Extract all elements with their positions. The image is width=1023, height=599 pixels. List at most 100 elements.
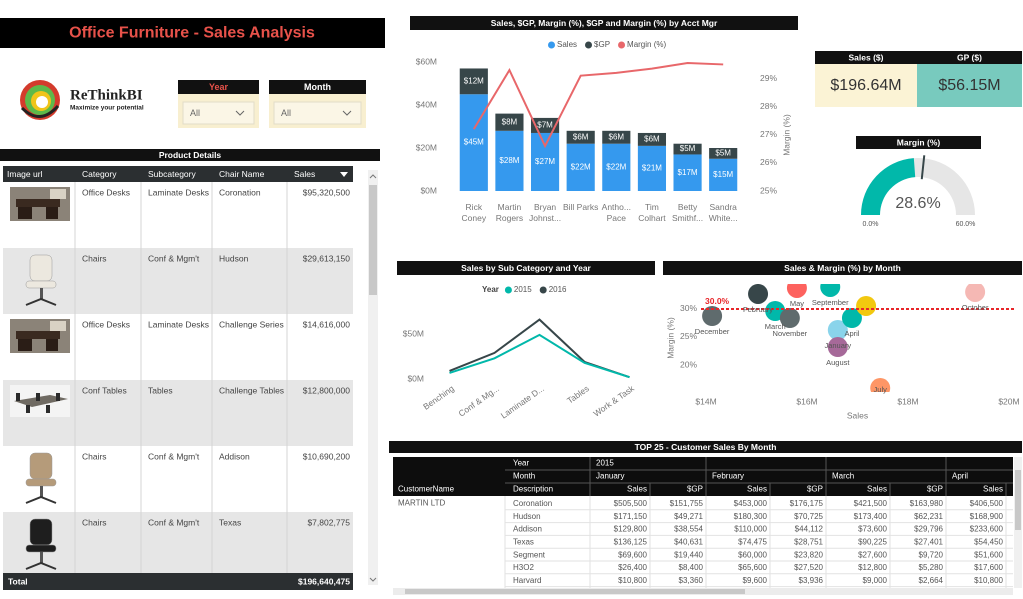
legend-marker (504, 286, 512, 294)
matrix-cell: $129,800 (614, 525, 648, 534)
matrix-description: Texas (513, 538, 534, 547)
x-tick-label: Martin Rogers (495, 202, 524, 223)
label-box: Betty Smithf... (671, 202, 704, 223)
sales-cell: $14,616,000 (303, 319, 351, 329)
column-header: Image url (7, 169, 43, 179)
chevron (342, 110, 352, 116)
total-row (3, 573, 353, 590)
bubble (827, 337, 848, 358)
matrix-description: H3O2 (513, 563, 534, 572)
y2-tick-label: 27% (760, 129, 777, 139)
point-label: March (765, 322, 786, 331)
column-header: Chair Name (219, 169, 265, 179)
matrix-cell: $406,500 (970, 499, 1004, 508)
series-line (449, 333, 630, 379)
chair-seat (25, 478, 57, 487)
bar-segment (530, 132, 560, 191)
y2-tick-label: 28% (760, 101, 777, 111)
point-label: August (826, 358, 850, 367)
label-box: Bryan Johnst... (529, 202, 561, 223)
x-tick-label: $14M (695, 396, 716, 406)
h-scroll-thumb[interactable] (405, 589, 745, 594)
data-label: $28M (499, 156, 519, 165)
matrix-year-label: Year (513, 459, 530, 468)
y-tick-label: $40M (416, 99, 437, 109)
x-tick-label: Laminate D... (499, 383, 546, 420)
matrix-column: Sales (983, 485, 1003, 494)
matrix-cell: $453,000 (734, 499, 768, 508)
point-label: October (962, 303, 989, 312)
data-label: $5M (715, 148, 731, 157)
matrix-cell: $54,450 (974, 538, 1003, 547)
data-label: $8M (502, 117, 518, 126)
wall (50, 189, 66, 199)
sort-arrow[interactable] (340, 172, 348, 177)
bar-segment (566, 143, 595, 191)
sales-cell: $29,613,150 (303, 253, 351, 263)
table-cell: Chairs (82, 253, 107, 263)
bubble (786, 284, 807, 298)
header-bar (0, 18, 385, 48)
x-tick-label: Antho... Pace (601, 202, 631, 223)
matrix-cell: $173,400 (854, 512, 888, 521)
bar-segment (602, 143, 631, 191)
kpi-body (917, 64, 1022, 107)
matrix-cell: $110,000 (734, 525, 767, 534)
table-cell: Laminate Desks (148, 319, 209, 329)
data-label: $17M (678, 168, 698, 177)
chair-stem (40, 486, 43, 498)
data-label: $45M (464, 138, 484, 147)
chair-back (56, 393, 60, 401)
slicer-label: Month (304, 82, 331, 92)
label-box: Martin Rogers (495, 202, 524, 223)
slicer-header[interactable] (269, 80, 366, 94)
label-box: Tim Colhart (638, 202, 665, 223)
matrix-cell: $26,400 (618, 563, 647, 572)
desk-body (46, 207, 58, 219)
slicer-header[interactable] (178, 80, 259, 94)
desk-body (46, 339, 58, 351)
slicer-dropdown[interactable] (182, 101, 255, 125)
scrollbar-thumb[interactable] (369, 185, 377, 295)
point-label: September (812, 298, 849, 307)
matrix-cell: $10,800 (974, 576, 1003, 585)
matrix-column: $GP (927, 485, 943, 494)
matrix-cell: $90,225 (858, 538, 887, 547)
v-scroll-thumb[interactable] (1015, 470, 1021, 530)
data-label: $5M (680, 144, 696, 153)
matrix-cell: $60,000 (738, 550, 767, 559)
matrix-cell: $12,800 (858, 563, 887, 572)
scrollbar-track[interactable] (368, 170, 378, 585)
y2-tick-label: 25% (760, 185, 777, 195)
y-tick-label: $0M (407, 373, 424, 383)
data-label: $7M (537, 121, 553, 130)
chair-stem (40, 288, 43, 300)
gauge-target (920, 155, 926, 180)
matrix-cell: $163,980 (910, 499, 944, 508)
logo-name: ReThinkBI (70, 87, 143, 103)
bubble (779, 308, 800, 329)
slicer-value: All (281, 108, 291, 118)
matrix-cell: $51,600 (974, 550, 1003, 559)
panel-title: Margin (%) (897, 137, 941, 147)
matrix-cell: $40,631 (674, 538, 703, 547)
table-row (3, 446, 353, 512)
matrix-cell: $10,800 (618, 576, 647, 585)
bar-segment (459, 94, 488, 191)
bar-segment (709, 148, 738, 159)
matrix-description: Coronation (513, 499, 552, 508)
table-cell: Challenge Tables (219, 385, 284, 395)
slicer-dropdown[interactable] (273, 101, 362, 125)
point-label: December (695, 327, 730, 336)
table-cell: Hudson (219, 253, 249, 263)
chair-base (25, 495, 57, 504)
label-box: Rick Coney (462, 202, 487, 223)
margin-line (472, 62, 724, 149)
sales-cell: $95,320,500 (303, 187, 351, 197)
logo-tagline: Maximize your potential (70, 105, 144, 112)
y-tick-label: 25% (680, 331, 697, 341)
x-tick-label: Betty Smithf... (671, 202, 704, 223)
x-tick-label: Tables (565, 383, 591, 405)
y2-tick-label: 26% (760, 157, 777, 167)
